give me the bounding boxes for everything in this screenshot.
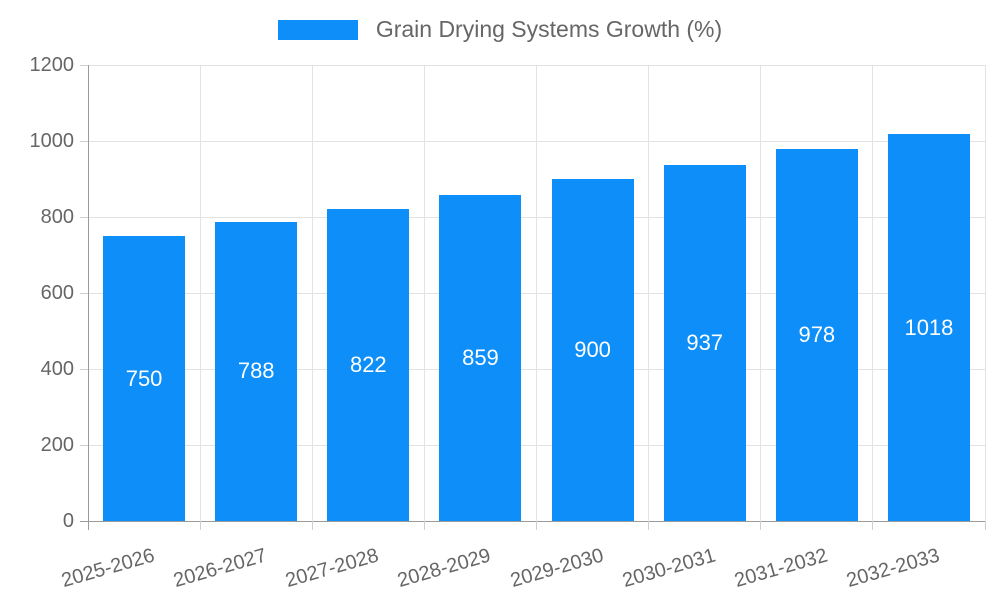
y-tick-label: 200: [40, 434, 74, 456]
v-gridline: [648, 65, 650, 521]
bar[interactable]: [551, 179, 634, 521]
x-tick-mark: [423, 521, 425, 530]
v-gridline: [760, 65, 762, 521]
x-tick-mark: [199, 521, 201, 530]
y-tick-mark: [80, 444, 88, 446]
y-tick-mark: [80, 140, 88, 142]
bar[interactable]: [327, 208, 410, 521]
bar[interactable]: [887, 134, 970, 521]
y-tick-label: 400: [40, 358, 74, 380]
v-gridline: [984, 65, 986, 521]
v-gridline: [872, 65, 874, 521]
x-tick-mark: [311, 521, 313, 530]
bar[interactable]: [663, 164, 746, 521]
v-gridline: [199, 65, 201, 521]
y-tick-mark: [80, 64, 88, 66]
y-tick-mark: [80, 216, 88, 218]
legend-swatch[interactable]: [277, 19, 358, 40]
y-axis-line: [87, 65, 89, 521]
bar-value-label: 900: [574, 337, 611, 362]
bar[interactable]: [103, 236, 186, 521]
v-gridline: [311, 65, 313, 521]
bar[interactable]: [775, 149, 858, 521]
bar-value-label: 1018: [904, 314, 954, 340]
legend: Grain Drying Systems Growth (%): [0, 16, 1000, 43]
y-tick-mark: [80, 292, 88, 294]
x-tick-mark: [984, 521, 986, 530]
y-tick-label: 1200: [29, 54, 75, 76]
y-tick-label: 600: [40, 282, 74, 304]
bar-value-label: 978: [798, 322, 836, 348]
y-tick-label: 800: [40, 206, 74, 228]
bar-value-label: 822: [349, 351, 387, 377]
legend-label[interactable]: Grain Drying Systems Growth (%): [375, 16, 723, 42]
y-tick-mark: [80, 368, 88, 370]
bar-value-label: 750: [125, 365, 163, 391]
x-tick-mark: [536, 521, 537, 530]
y-tick-label: 0: [62, 510, 74, 532]
x-tick-mark: [87, 521, 89, 530]
x-tick-mark: [648, 521, 650, 530]
y-tick-label: 1000: [29, 130, 75, 152]
bar-value-label: 788: [237, 358, 275, 384]
v-gridline: [423, 65, 425, 521]
bar-value-label: 937: [686, 329, 724, 355]
bar[interactable]: [215, 221, 298, 521]
x-tick-mark: [872, 521, 874, 530]
y-tick-mark: [80, 520, 88, 522]
bar-value-label: 859: [462, 344, 499, 370]
v-gridline: [536, 65, 537, 521]
bar[interactable]: [439, 194, 522, 521]
x-tick-mark: [760, 521, 762, 530]
